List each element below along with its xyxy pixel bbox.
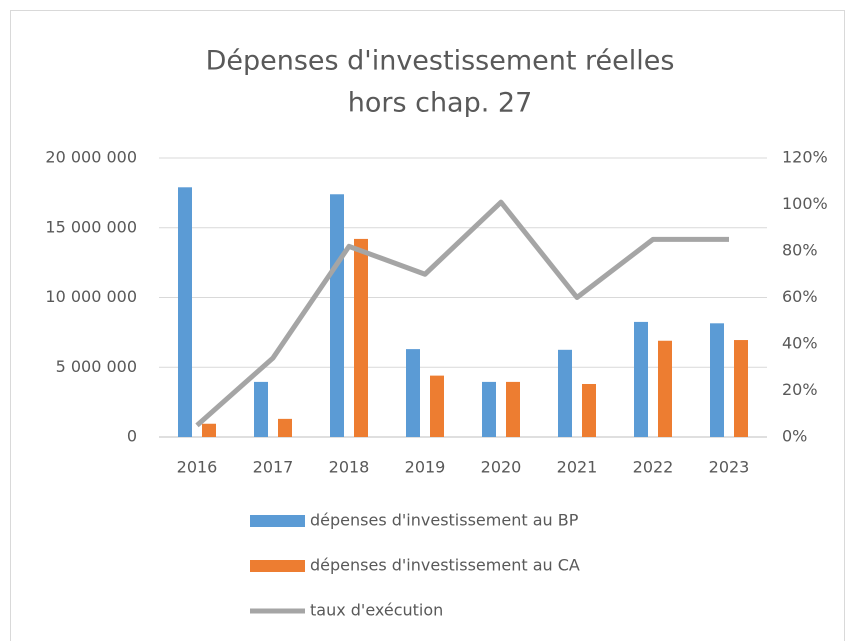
bar: [734, 340, 748, 437]
bar: [330, 194, 344, 437]
x-tick-label: 2016: [177, 458, 218, 477]
bar: [634, 321, 648, 437]
line: [195, 199, 729, 428]
y2-tick-label: 60%: [782, 287, 818, 306]
y-tick-label: 10 000 000: [45, 287, 137, 306]
bar: [430, 375, 444, 437]
bar: [178, 187, 192, 437]
bar: [482, 381, 496, 437]
legend-label: dépenses d'investissement au CA: [310, 556, 580, 575]
y2-tick-label: 40%: [782, 334, 818, 353]
bar: [278, 418, 292, 437]
bar: [558, 349, 572, 437]
legend-swatch: [250, 560, 305, 572]
x-tick-label: 2021: [557, 458, 598, 477]
y2-tick-label: 80%: [782, 241, 818, 260]
bar: [406, 349, 420, 437]
bar: [254, 381, 268, 437]
y-tick-label: 15 000 000: [45, 217, 137, 236]
x-tick-label: 2023: [709, 458, 750, 477]
x-tick-label: 2018: [329, 458, 370, 477]
legend-label: dépenses d'investissement au BP: [310, 511, 579, 530]
chart-title: hors chap. 27: [348, 88, 533, 119]
x-tick-label: 2020: [481, 458, 522, 477]
chart-border: [10, 10, 845, 641]
y2-tick-label: 120%: [782, 148, 828, 167]
x-tick-label: 2022: [633, 458, 674, 477]
y-tick-label: 0: [127, 427, 137, 446]
y-tick-label: 5 000 000: [56, 357, 137, 376]
y2-tick-label: 0%: [782, 427, 807, 446]
bar: [506, 381, 520, 437]
bar: [202, 423, 216, 437]
legend-swatch: [250, 515, 305, 527]
legend-label: taux d'exécution: [310, 601, 443, 620]
x-tick-label: 2019: [405, 458, 446, 477]
y-tick-label: 20 000 000: [45, 148, 137, 167]
y2-tick-label: 20%: [782, 380, 818, 399]
x-tick-label: 2017: [253, 458, 294, 477]
chart-title: Dépenses d'investissement réelles: [206, 46, 675, 77]
bar: [582, 383, 596, 437]
bar: [710, 323, 724, 437]
bar: [658, 340, 672, 437]
bar: [354, 238, 368, 437]
y2-tick-label: 100%: [782, 194, 828, 213]
